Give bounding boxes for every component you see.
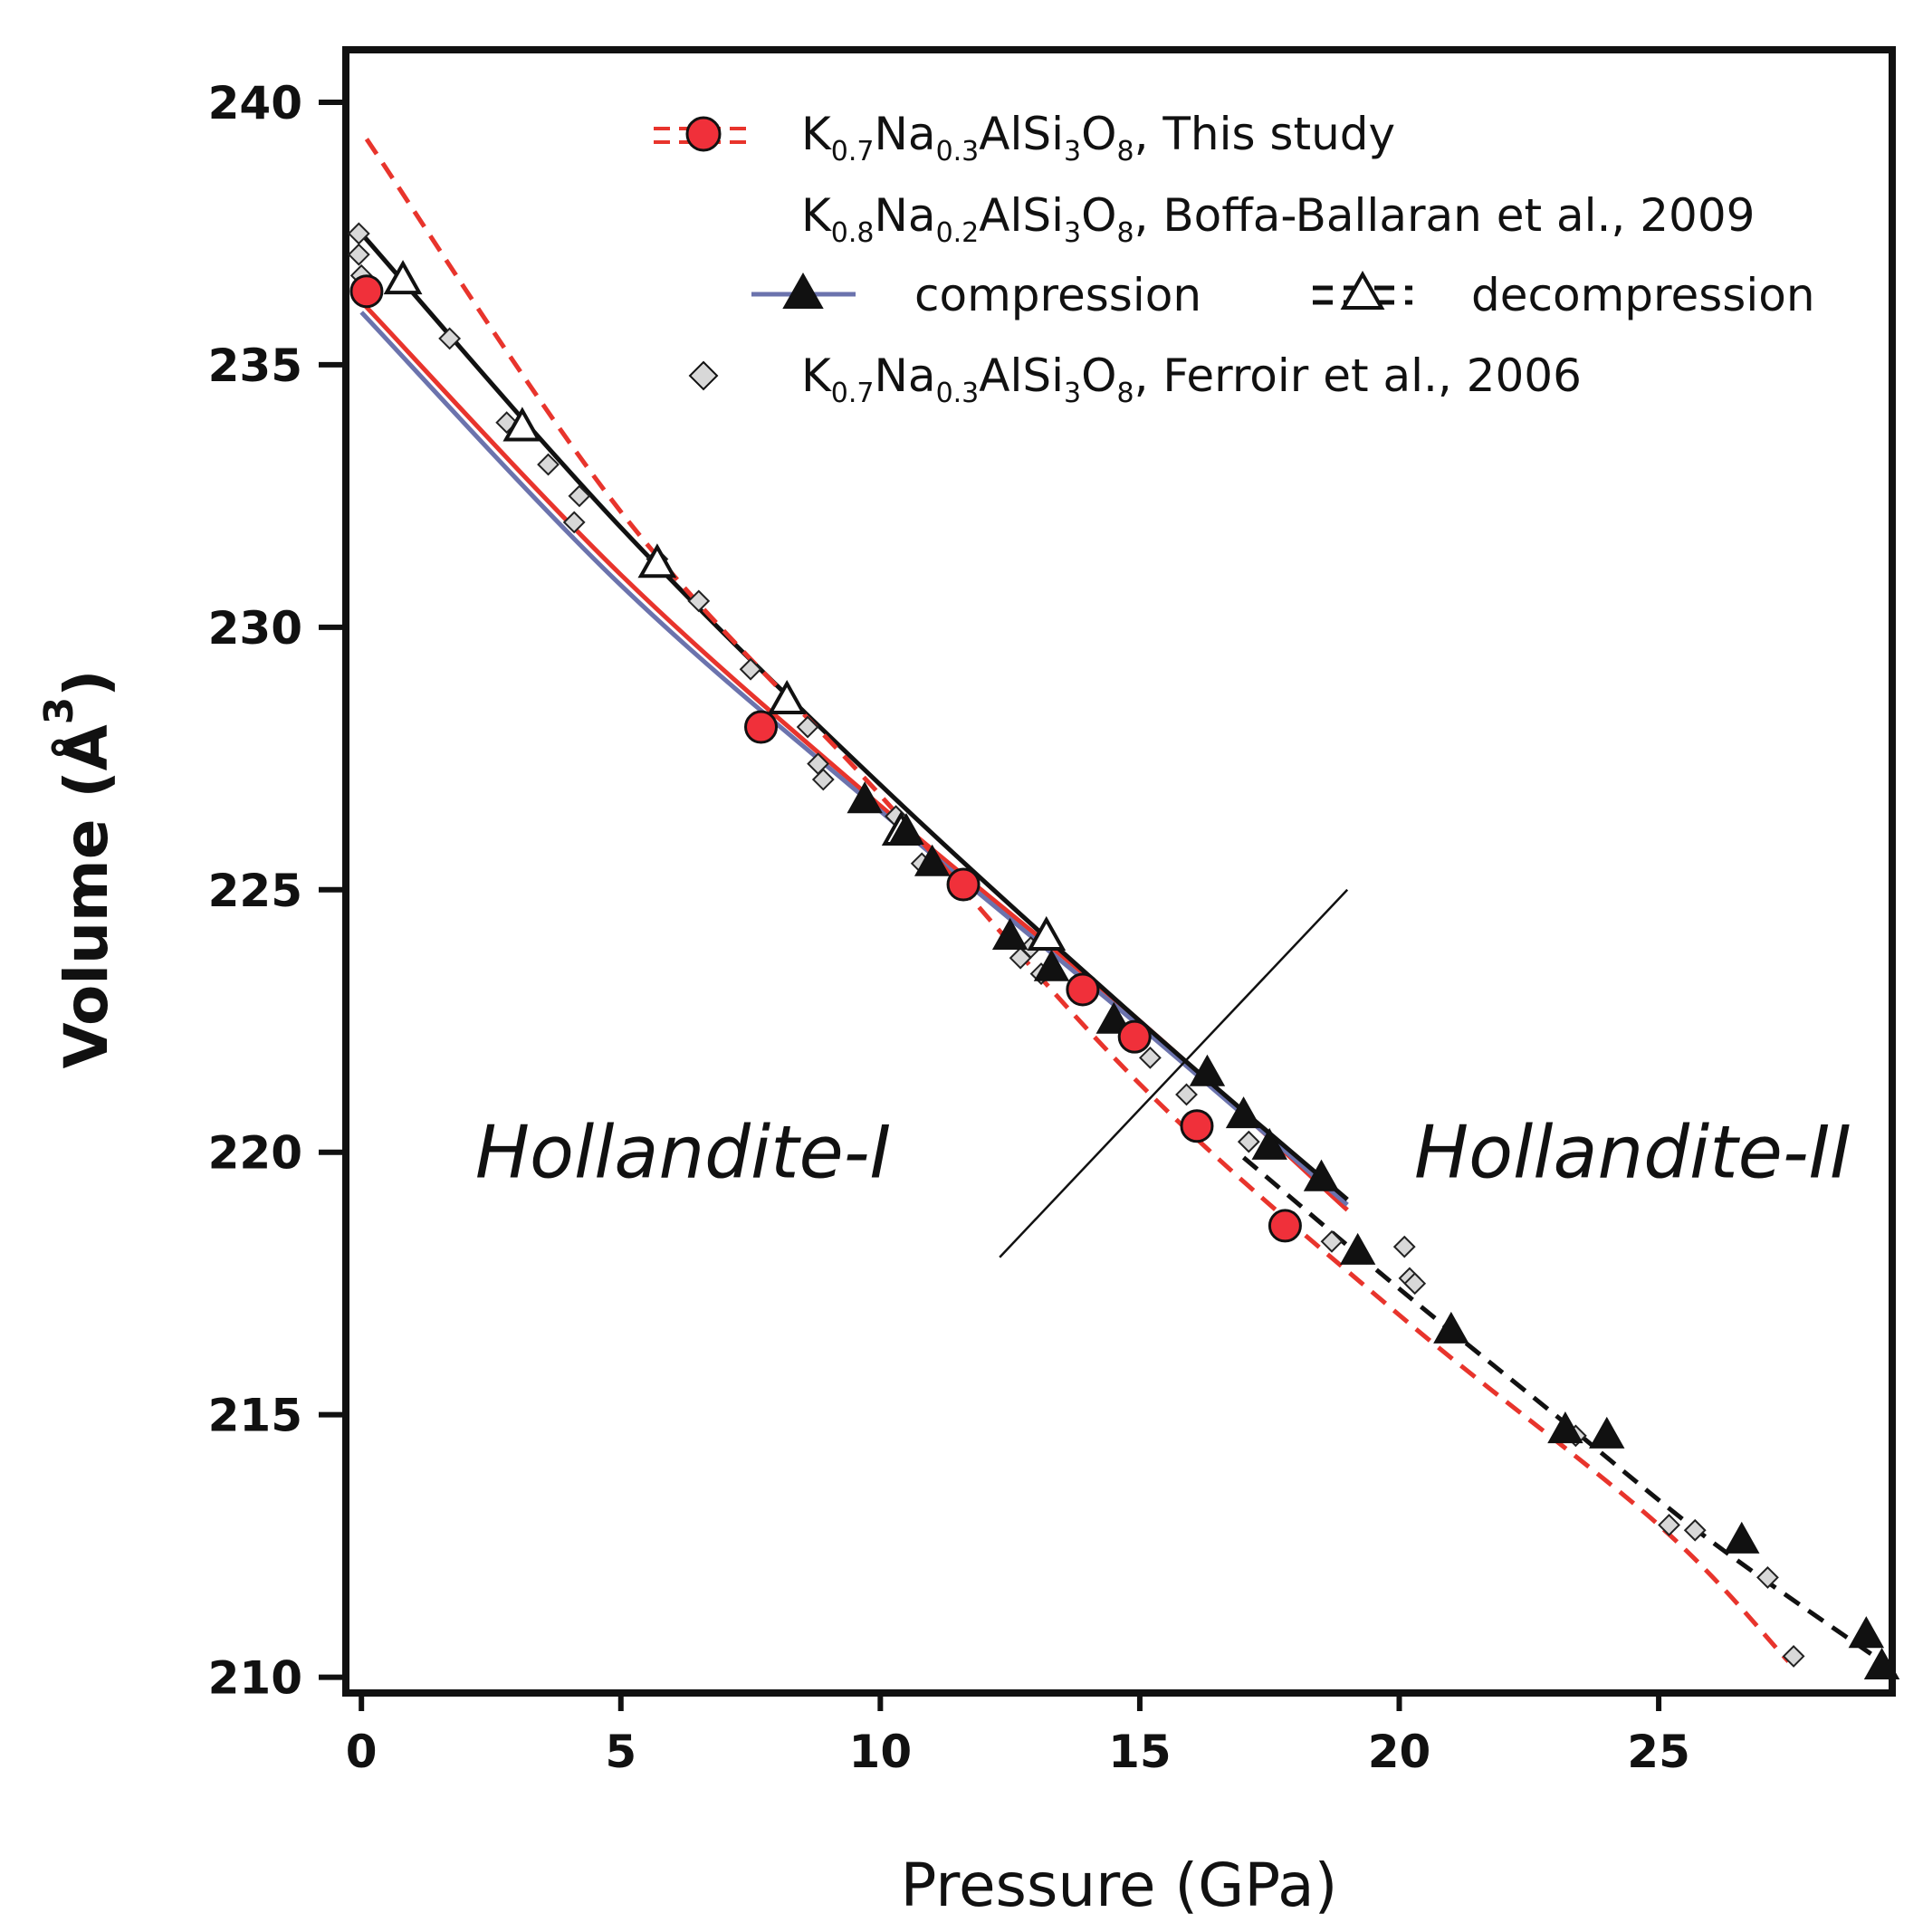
marker-triangle-filled-13 [1589, 1416, 1625, 1449]
marker-diamond-6 [568, 484, 591, 508]
marker-diamond-20 [1175, 1083, 1198, 1106]
marker-triangle-open-0 [383, 260, 423, 295]
marker-triangle-filled-2 [914, 844, 951, 876]
legend-this-study-label: K0.7Na0.3AlSi3O8, This study [801, 108, 1395, 167]
marker-triangle-filled-15 [1848, 1616, 1885, 1649]
x-tick-label: 15 [1108, 1726, 1172, 1778]
y-tick-label: 235 [208, 340, 302, 392]
phase-boundary-line [999, 888, 1349, 1258]
marker-triangle-open-2 [637, 543, 677, 579]
legend-entry-decompression: decompression [1313, 269, 1815, 321]
plot-frame [342, 46, 1896, 1697]
legend-decompression-label: decompression [1471, 269, 1815, 321]
marker-triangle-filled-9 [1303, 1159, 1340, 1191]
marker-triangle-open-3 [767, 679, 807, 715]
x-tick-label: 0 [346, 1726, 378, 1778]
marker-triangle-filled-3 [991, 917, 1028, 950]
x-axis-title: Pressure (GPa) [901, 1851, 1338, 1920]
marker-diamond-22 [1320, 1229, 1344, 1253]
marker-circle-3 [1066, 972, 1100, 1007]
y-tick-label: 220 [208, 1127, 302, 1180]
y-tick-label: 230 [208, 602, 302, 655]
legend-entry-this-study: K0.7Na0.3AlSi3O8, This study [654, 108, 1395, 167]
legend-ferroir-label: K0.7Na0.3AlSi3O8, Ferroir et al., 2006 [801, 349, 1582, 409]
legend: K0.7Na0.3AlSi3O8, This study K0.8Na0.2Al… [654, 108, 1815, 409]
marker-triangle-filled-4 [1033, 949, 1070, 981]
marker-diamond-25 [1403, 1272, 1427, 1296]
y-axis-title-close: ) [52, 670, 121, 697]
y-tick-label: 210 [208, 1652, 302, 1705]
marker-diamond-7 [562, 511, 586, 534]
marker-triangle-filled-8 [1251, 1127, 1287, 1160]
marker-triangle-open-5 [1027, 915, 1067, 951]
y-axis-title: Volume (Å3) [36, 670, 121, 1069]
marker-diamond-9 [687, 589, 711, 613]
marker-triangle-filled-10 [1339, 1232, 1376, 1265]
fit-lines [359, 138, 1883, 1664]
marker-diamond-30 [1782, 1644, 1805, 1668]
marker-diamond-5 [537, 453, 560, 476]
marker-triangle-filled-5 [1095, 1001, 1132, 1034]
marker-diamond-3 [438, 327, 462, 350]
marker-diamond-10 [739, 657, 762, 681]
marker-diamond-1 [347, 243, 370, 266]
y-tick-label: 240 [208, 77, 302, 129]
marker-circle-0 [349, 274, 384, 309]
legend-entry-compression: compression [751, 269, 1201, 321]
marker-triangle-open-1 [502, 406, 542, 442]
region-label-hollandite-i: Hollandite-I [475, 1111, 891, 1195]
marker-triangle-filled-6 [1189, 1054, 1226, 1086]
marker-diamond-27 [1658, 1514, 1680, 1536]
marker-circle-6 [1268, 1209, 1302, 1243]
legend-compression-label: compression [914, 269, 1201, 321]
y-axis-title-main: Volume (Å [51, 724, 121, 1068]
marker-triangle-filled-1 [888, 812, 924, 846]
legend-ferroir-marker [688, 360, 719, 391]
fit-line-4 [1241, 1155, 1883, 1664]
marker-diamond-11 [796, 715, 819, 739]
x-tick-label: 5 [605, 1726, 636, 1778]
marker-diamond-23 [1392, 1235, 1416, 1258]
data-markers [347, 222, 1900, 1680]
marker-triangle-filled-0 [847, 781, 883, 814]
legend-this-study-marker [685, 116, 722, 152]
axis-ticks: 0 5 10 15 20 25 210 215 220 225 230 235 240 [208, 77, 1690, 1778]
fit-line-3 [364, 138, 1791, 1663]
marker-diamond-19 [1138, 1046, 1162, 1069]
marker-triangle-filled-11 [1433, 1311, 1469, 1344]
marker-circle-5 [1180, 1109, 1214, 1143]
marker-circle-4 [1117, 1019, 1152, 1054]
region-label-hollandite-ii: Hollandite-II [1414, 1111, 1851, 1195]
marker-diamond-13 [811, 768, 835, 791]
y-tick-label: 215 [208, 1390, 302, 1442]
marker-circle-1 [744, 710, 779, 744]
marker-triangle-filled-14 [1724, 1521, 1760, 1554]
marker-diamond-29 [1756, 1566, 1779, 1589]
marker-diamond-21 [1237, 1130, 1260, 1153]
x-tick-label: 25 [1627, 1726, 1690, 1778]
x-tick-label: 20 [1368, 1726, 1431, 1778]
legend-boffa-label: K0.8Na0.2AlSi3O8, Boffa-Ballaran et al.,… [801, 189, 1755, 249]
legend-entry-ferroir: K0.7Na0.3AlSi3O8, Ferroir et al., 2006 [688, 349, 1582, 409]
marker-circle-2 [946, 867, 981, 902]
marker-triangle-filled-16 [1863, 1647, 1900, 1680]
marker-diamond-28 [1683, 1518, 1707, 1542]
marker-triangle-filled-12 [1547, 1411, 1583, 1444]
y-tick-label: 225 [208, 865, 302, 917]
legend-compression-marker [782, 272, 824, 309]
y-axis-title-sup: 3 [36, 697, 82, 725]
marker-triangle-filled-7 [1225, 1096, 1262, 1129]
legend-decompression-marker [1340, 270, 1385, 310]
x-tick-label: 10 [849, 1726, 913, 1778]
